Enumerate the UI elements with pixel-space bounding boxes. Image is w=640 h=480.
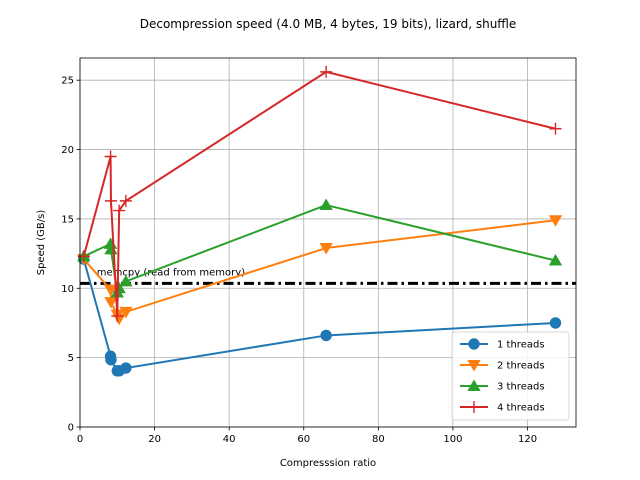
- data-point: [549, 317, 562, 329]
- data-point: [548, 215, 563, 227]
- data-point: [112, 313, 126, 326]
- x-tick-label: 80: [372, 434, 385, 445]
- legend-entry: 4 threads: [460, 401, 545, 414]
- x-tick-label: 60: [297, 434, 310, 445]
- legend-entry: 3 threads: [460, 379, 545, 393]
- y-tick-label: 0: [68, 423, 74, 434]
- series-line: [82, 70, 556, 318]
- data-point: [320, 329, 332, 342]
- x-tick-label: 20: [148, 434, 161, 445]
- data-point: [104, 297, 118, 309]
- data-point: [104, 194, 117, 207]
- legend: 1 threads 2 threads 3 threads 4 threads: [451, 331, 570, 421]
- x-axis-label: Compresssion ratio: [280, 458, 376, 469]
- legend-swatch-marker: [468, 401, 480, 413]
- data-point: [119, 306, 133, 319]
- series-group: [77, 65, 563, 377]
- x-tick-label: 0: [77, 434, 83, 445]
- legend-entry: 1 threads: [460, 338, 545, 351]
- x-tick-label: 100: [443, 434, 462, 445]
- data-point: [113, 204, 126, 217]
- legend-swatch-marker: [468, 338, 480, 350]
- memcpy-reference-label: memcpy (read from memory): [97, 267, 245, 278]
- chart-title: Decompression speed (4.0 MB, 4 bytes, 19…: [140, 17, 517, 31]
- legend-swatch-marker: [467, 360, 481, 372]
- y-tick-label: 20: [61, 145, 74, 156]
- y-tick-label: 25: [61, 76, 74, 87]
- y-tick-label: 15: [61, 214, 74, 225]
- legend-label: 3 threads: [497, 382, 545, 393]
- data-point: [319, 243, 333, 255]
- ticks: 0 20 40 60 80 100 120 0 5 10 15 20 25: [61, 76, 537, 445]
- data-point: [119, 274, 133, 287]
- legend-label: 4 threads: [497, 403, 545, 414]
- y-tick-label: 5: [68, 353, 74, 364]
- legend-box: [451, 331, 570, 421]
- data-point: [111, 310, 124, 323]
- x-tick-label: 40: [223, 434, 236, 445]
- data-point: [104, 150, 117, 163]
- legend-entry: 2 threads: [460, 360, 545, 372]
- reference-line-group: memcpy (read from memory): [80, 267, 576, 285]
- legend-label: 2 threads: [497, 361, 545, 372]
- data-point: [320, 65, 333, 78]
- series-1-threads: [78, 253, 562, 377]
- data-point: [105, 354, 117, 366]
- y-tick-label: 10: [61, 284, 74, 295]
- legend-swatch-marker: [467, 379, 481, 391]
- y-axis-label: Speed (GB/s): [36, 210, 47, 276]
- legend-label: 1 threads: [497, 340, 545, 351]
- data-point: [120, 362, 132, 374]
- data-point: [119, 194, 132, 207]
- data-point: [103, 284, 118, 297]
- data-point: [549, 122, 562, 135]
- x-tick-label: 120: [518, 434, 537, 445]
- data-point: [548, 254, 563, 266]
- data-point: [319, 198, 333, 211]
- plot-frame: [79, 57, 577, 428]
